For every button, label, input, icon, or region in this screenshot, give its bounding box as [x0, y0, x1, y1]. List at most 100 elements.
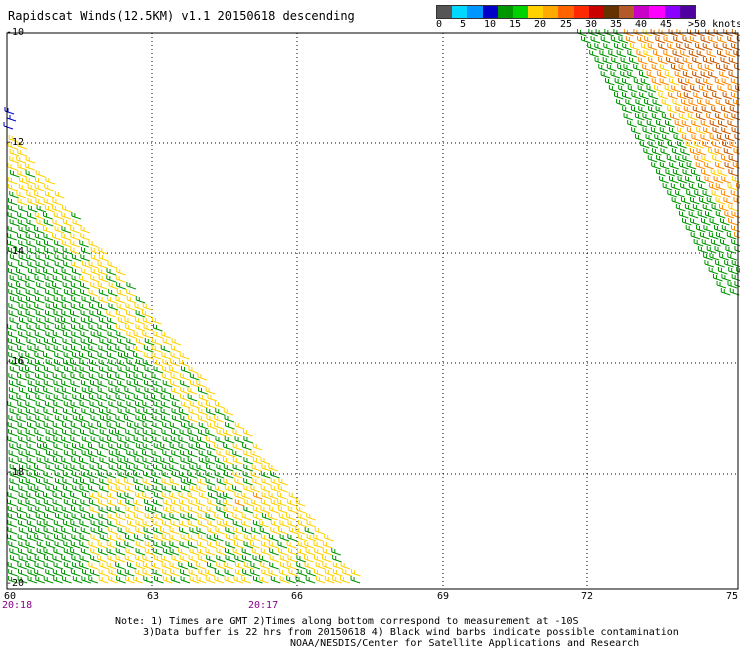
- wind-barb: [9, 170, 20, 178]
- wind-barb: [90, 275, 100, 283]
- wind-barb: [215, 401, 225, 409]
- wind-barb: [715, 260, 725, 268]
- wind-barb: [637, 85, 648, 93]
- wind-barb: [52, 408, 63, 416]
- wind-barb: [171, 485, 182, 493]
- wind-barb: [54, 541, 65, 549]
- wind-barb: [142, 569, 153, 577]
- wind-barb: [681, 120, 692, 128]
- wind-barb: [88, 562, 99, 570]
- wind-barb: [667, 106, 677, 114]
- wind-barb: [682, 36, 693, 44]
- wind-barb: [153, 527, 163, 535]
- wind-barb: [232, 548, 243, 556]
- wind-barb: [116, 331, 126, 339]
- wind-barb: [151, 338, 162, 346]
- wind-barb: [232, 471, 243, 479]
- wind-barb: [681, 99, 691, 107]
- wind-barb: [62, 345, 73, 353]
- wind-barb: [151, 317, 162, 325]
- wind-barb: [234, 569, 245, 577]
- wind-barb: [133, 576, 143, 584]
- wind-barb: [206, 555, 216, 563]
- wind-barb: [108, 289, 118, 297]
- wind-barb: [676, 127, 687, 135]
- wind-barb: [196, 527, 207, 535]
- wind-barb: [115, 296, 126, 304]
- wind-barb: [63, 352, 74, 360]
- wind-barb: [106, 408, 117, 416]
- wind-barb: [625, 99, 636, 107]
- wind-barb: [287, 499, 297, 507]
- wind-barb: [599, 50, 610, 58]
- wind-barb: [675, 106, 686, 114]
- wind-barb: [90, 548, 100, 556]
- wind-barb: [70, 240, 80, 248]
- wind-barb: [721, 176, 731, 184]
- wind-barb: [723, 197, 734, 205]
- wind-barb: [143, 576, 153, 584]
- wind-barb: [17, 422, 28, 430]
- wind-barb: [189, 576, 200, 584]
- wind-barb: [214, 569, 225, 577]
- wind-barb: [72, 394, 82, 402]
- wind-barb: [34, 275, 45, 283]
- wind-barb: [216, 478, 227, 486]
- wind-barb: [97, 394, 108, 402]
- wind-barb: [125, 324, 135, 332]
- wind-barb: [270, 471, 280, 479]
- wind-barb: [25, 499, 36, 507]
- wind-barb: [89, 492, 99, 500]
- wind-barb: [106, 268, 117, 276]
- wind-barb: [712, 155, 722, 163]
- wind-barb: [52, 205, 62, 213]
- wind-barb: [117, 408, 128, 416]
- wind-barb: [187, 387, 198, 395]
- wind-barb: [721, 274, 732, 282]
- lon-label: 60: [4, 591, 17, 602]
- wind-barb: [187, 457, 198, 465]
- wind-barb: [654, 85, 664, 93]
- wind-barb: [18, 205, 28, 213]
- wind-barb: [116, 541, 126, 549]
- wind-barb: [54, 324, 65, 332]
- wind-barb: [8, 345, 18, 353]
- wind-barb: [727, 183, 738, 191]
- wind-barb: [44, 247, 54, 255]
- wind-barb: [18, 303, 29, 311]
- wind-barb: [152, 513, 163, 521]
- wind-barb: [133, 464, 144, 472]
- wind-barb: [225, 527, 235, 535]
- wind-barb: [126, 359, 136, 367]
- wind-barb: [304, 527, 315, 535]
- wind-barb: [697, 211, 708, 219]
- wind-barb: [721, 106, 731, 114]
- wind-barb: [179, 527, 189, 535]
- wind-barb: [61, 324, 71, 332]
- wind-barb: [124, 478, 134, 486]
- wind-barb: [70, 282, 81, 290]
- wind-barb: [8, 576, 18, 584]
- wind-barb: [661, 113, 672, 121]
- wind-barb: [243, 429, 253, 437]
- wind-barb: [124, 471, 135, 479]
- wind-barb: [142, 359, 153, 367]
- wind-barb: [7, 324, 17, 332]
- wind-barb: [684, 204, 695, 212]
- wind-barb: [26, 338, 37, 346]
- wind-barb: [35, 415, 45, 423]
- wind-barb: [99, 408, 109, 416]
- wind-barb: [117, 499, 127, 507]
- wind-barb: [17, 233, 27, 241]
- wind-barb: [117, 464, 127, 472]
- wind-barb: [668, 141, 678, 149]
- wind-barb: [54, 478, 65, 486]
- wind-barb: [26, 219, 37, 227]
- wind-barb: [6, 114, 17, 122]
- wind-barb: [36, 443, 47, 451]
- wind-barb: [706, 246, 717, 254]
- wind-barb: [241, 492, 251, 500]
- wind-barb: [79, 275, 89, 283]
- wind-barb: [70, 436, 80, 444]
- wind-barb: [18, 541, 28, 549]
